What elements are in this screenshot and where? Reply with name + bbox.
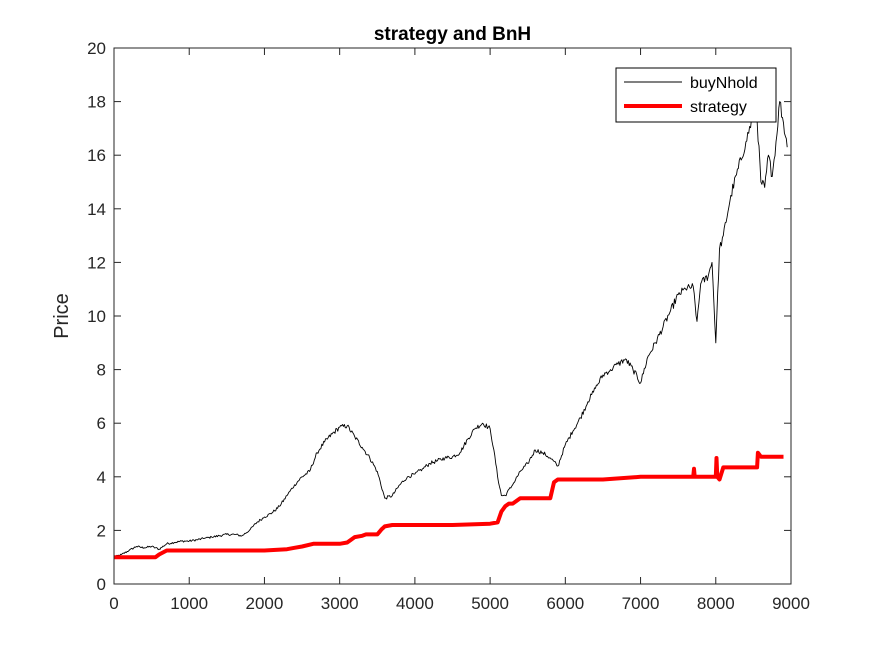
legend-box [615, 67, 777, 123]
x-tick-label: 4000 [396, 594, 434, 613]
y-tick-label: 18 [87, 93, 106, 112]
legend-entry-buynhold: buyNhold [690, 75, 758, 92]
y-tick-label: 14 [87, 200, 106, 219]
series-line-buynhold [114, 101, 788, 558]
y-tick-label: 0 [97, 575, 106, 594]
series-line-strategy [114, 450, 784, 560]
y-tick-label: 6 [97, 414, 106, 433]
y-tick-label: 8 [97, 361, 106, 380]
x-tick-label: 9000 [772, 594, 810, 613]
plot-area [114, 48, 791, 584]
axes: 0 1000 2000 3000 4000 5000 6000 7000 8000 9000 0 2 4… [87, 39, 810, 613]
y-tick-label: 20 [87, 39, 106, 58]
x-tick-label: 6000 [546, 594, 584, 613]
y-tick-label: 2 [97, 521, 106, 540]
y-tick-label: 4 [97, 468, 106, 487]
x-tick-label: 5000 [471, 594, 509, 613]
y-tick-label: 16 [87, 146, 106, 165]
series-layer [114, 101, 788, 560]
legend-entry-strategy: strategy [690, 99, 747, 116]
x-tick-label: 3000 [321, 594, 359, 613]
y-tick-label: 10 [87, 307, 106, 326]
chart-title: strategy and BnH [374, 24, 531, 45]
x-tick-label: 8000 [697, 594, 735, 613]
legend: buyNhold strategy [615, 67, 777, 123]
y-tick-label: 12 [87, 253, 106, 272]
x-tick-label: 0 [109, 594, 118, 613]
x-tick-label: 2000 [246, 594, 284, 613]
x-tick-label: 1000 [170, 594, 208, 613]
x-tick-label: 7000 [622, 594, 660, 613]
y-axis-label: Price [51, 293, 73, 339]
